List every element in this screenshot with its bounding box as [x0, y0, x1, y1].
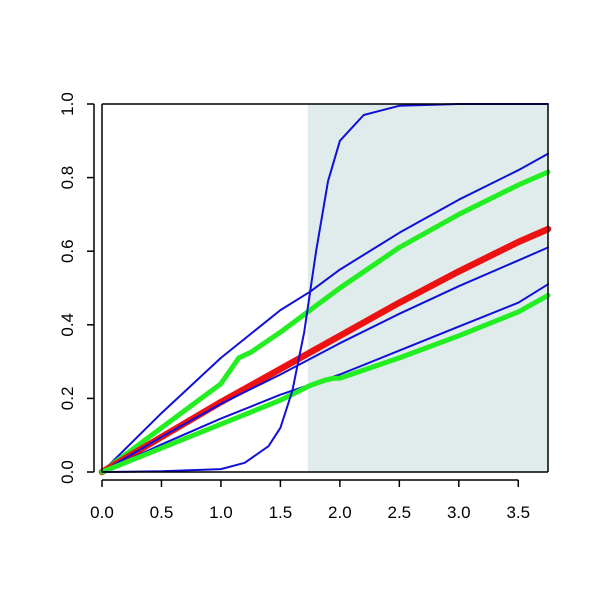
x-tick-label: 3.5: [506, 503, 530, 522]
y-tick-label: 0.6: [58, 239, 77, 263]
x-tick-label: 2.0: [328, 503, 352, 522]
x-tick-label: 3.0: [447, 503, 471, 522]
x-tick-label: 0.5: [150, 503, 174, 522]
x-tick-label: 1.0: [209, 503, 233, 522]
series-line-4: [101, 246, 549, 473]
y-tick-label: 0.2: [58, 387, 77, 411]
x-tick-label: 2.5: [388, 503, 412, 522]
series-line-5: [101, 283, 549, 473]
y-tick-label: 1.0: [58, 92, 77, 116]
y-tick-label: 0.8: [58, 166, 77, 190]
x-tick-label: 1.5: [269, 503, 293, 522]
series-line-6: [99, 292, 551, 475]
x-tick-label: 0.0: [90, 503, 114, 522]
series-line-2: [99, 169, 551, 475]
y-tick-label: 0.0: [58, 460, 77, 484]
series-line-1: [101, 152, 549, 473]
axes: 0.0 0.5 1.0 1.5 2.0 2.5 3.0 3.5 0.0 0.2 0.4 0.6 0.8 1…: [58, 92, 549, 522]
series-line-7: [101, 103, 549, 473]
y-tick-label: 0.4: [58, 313, 77, 337]
series-layer: [98, 103, 552, 476]
